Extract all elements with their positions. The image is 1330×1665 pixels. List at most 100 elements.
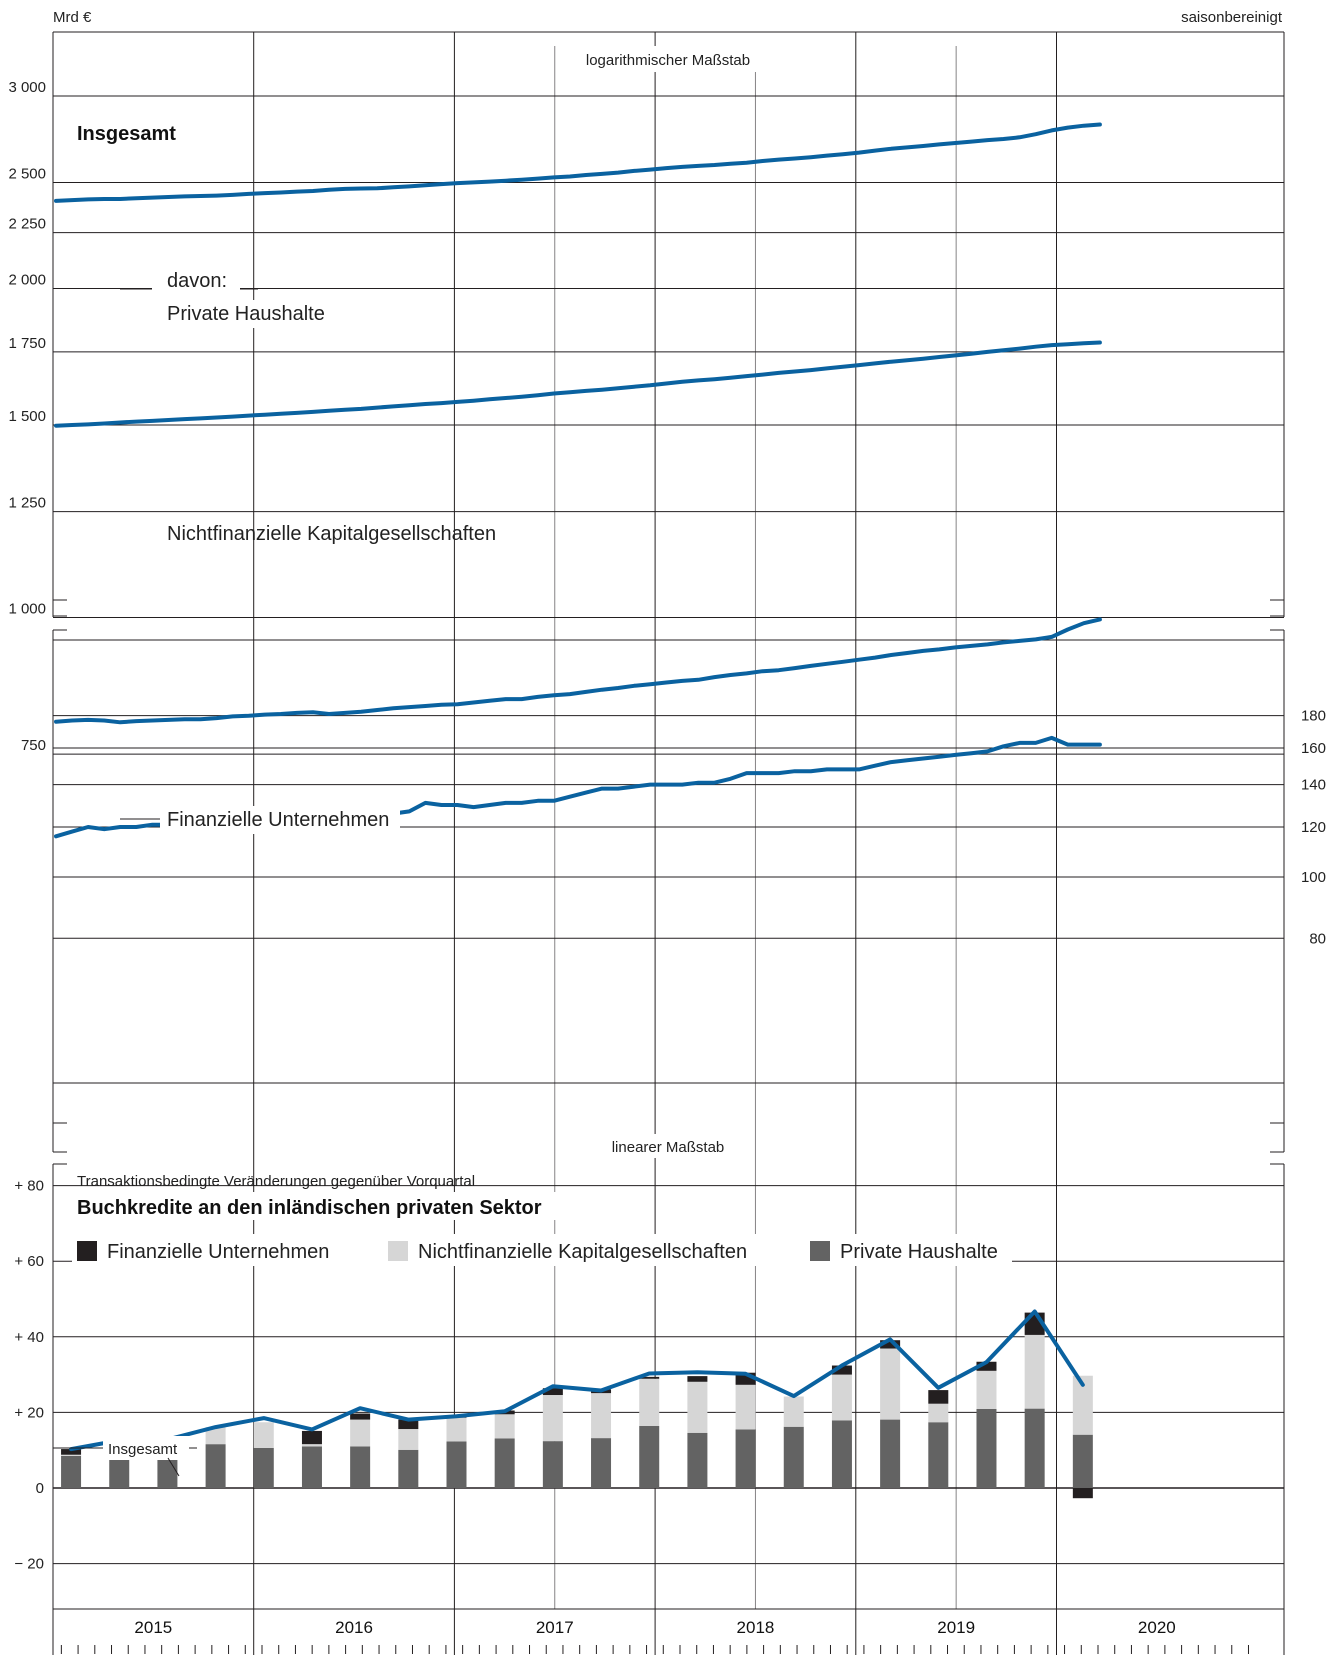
bar-nfc-10	[542, 1395, 563, 1442]
bar-hh-4	[253, 1447, 274, 1488]
ytick-log-1000: 1 000	[8, 601, 46, 618]
line-private-haushalte	[54, 340, 1102, 428]
legend-backing	[72, 1234, 1012, 1266]
bar-hh-12	[639, 1426, 660, 1488]
legend-swatch-hh	[810, 1241, 830, 1261]
bar-nfc-14	[735, 1384, 756, 1430]
bar-fin-7	[398, 1419, 419, 1430]
bar-title: Buchkredite an den inländischen privaten…	[77, 1197, 542, 1219]
bar-nfc-9	[494, 1414, 515, 1439]
legend-label-fin: Finanzielle Unternehmen	[107, 1241, 329, 1263]
bar-nfc-20	[1024, 1334, 1045, 1409]
bar-nfc-13	[687, 1381, 708, 1433]
ytick-fin-140: 140	[1301, 777, 1326, 794]
axis-break-1	[44, 617, 1293, 630]
bar-layer	[61, 1312, 1093, 1499]
ytick-bar-5: + 80	[14, 1178, 44, 1195]
bar-nfc-18	[928, 1403, 949, 1423]
bar-nfc-17	[880, 1348, 901, 1420]
ytick-log-3000: 3 000	[8, 79, 46, 96]
xlabel-year-2019: 2019	[937, 1618, 975, 1637]
series-label-private-haushalte: Private Haushalte	[167, 303, 325, 325]
bar-nfc-7	[398, 1429, 419, 1450]
log-note-backing	[563, 46, 775, 72]
bar-fin-6	[350, 1413, 371, 1420]
bar-nfc-6	[350, 1419, 371, 1447]
xlabel-year-2017: 2017	[536, 1618, 574, 1637]
bar-fin-19	[976, 1361, 997, 1371]
ytick-log-1750: 1 750	[8, 335, 46, 352]
line-insgesamt	[54, 122, 1102, 203]
axis-break-2	[44, 1152, 1293, 1164]
bar-nfc-15	[783, 1396, 804, 1427]
bar-nfc-21	[1072, 1375, 1093, 1435]
bar-hh-14	[735, 1429, 756, 1488]
xlabel-year-2015: 2015	[134, 1618, 172, 1637]
xlabel-year-2018: 2018	[737, 1618, 775, 1637]
axis-break-marks-1	[53, 615, 1284, 631]
bar-nfc-4	[253, 1422, 274, 1448]
bar-nfc-19	[976, 1370, 997, 1409]
davon-label: davon:	[167, 270, 227, 292]
bar-hh-21	[1072, 1434, 1093, 1488]
legend-swatch-nfc	[388, 1241, 408, 1261]
bar-hh-13	[687, 1432, 708, 1488]
legend-label-hh: Private Haushalte	[840, 1241, 998, 1263]
bar-fin-18	[928, 1390, 949, 1404]
bar-hh-19	[976, 1408, 997, 1488]
bar-hh-8	[446, 1441, 467, 1488]
fin-label-backing	[160, 806, 400, 834]
bar-fin-17	[880, 1340, 901, 1349]
ytick-bar-2: + 20	[14, 1404, 44, 1421]
linear-scale-note: linearer Maßstab	[612, 1139, 725, 1156]
bar-nfc-3	[205, 1427, 226, 1445]
axis-break-marks-2	[53, 1151, 1284, 1165]
bar-nfc-8	[446, 1417, 467, 1442]
line-insgesamt-quarterly	[69, 1309, 1085, 1452]
ytick-log-1250: 1 250	[8, 495, 46, 512]
bar-hh-6	[350, 1446, 371, 1488]
ytick-log-2500: 2 500	[8, 166, 46, 183]
bar-hh-20	[1024, 1408, 1045, 1488]
ytick-fin-100: 100	[1301, 869, 1326, 886]
bar-fin-5	[301, 1430, 322, 1445]
bar-hh-17	[880, 1419, 901, 1488]
ytick-fin-120: 120	[1301, 819, 1326, 836]
xlabel-year-2020: 2020	[1138, 1618, 1176, 1637]
bar-fin-21	[1072, 1488, 1093, 1499]
bar-subtitle: Transaktionsbedingte Veränderungen gegen…	[77, 1173, 475, 1190]
bar-hh-0	[61, 1455, 82, 1488]
ytick-fin-180: 180	[1301, 708, 1326, 725]
line-nfc	[54, 617, 1102, 725]
bar-fin-0	[61, 1449, 82, 1455]
bar-hh-11	[591, 1438, 612, 1488]
insgesamt-pointer	[167, 1457, 180, 1477]
series-label-nfc: Nichtfinanzielle Kapitalgesellschaften	[167, 523, 496, 545]
log-scale-note: logarithmischer Maßstab	[586, 52, 750, 69]
bar-fin-13	[687, 1376, 708, 1382]
bar-nfc-12	[639, 1378, 660, 1427]
ytick-bar-3: + 40	[14, 1329, 44, 1346]
ytick-fin-80: 80	[1309, 930, 1326, 947]
bar-nfc-11	[591, 1393, 612, 1439]
ytick-bar-0: − 20	[14, 1556, 44, 1573]
bar-fin-12	[639, 1376, 660, 1379]
linear-note-backing	[596, 1134, 744, 1158]
bar-fin-10	[542, 1388, 563, 1396]
bar-hh-1	[109, 1452, 130, 1488]
bar-title-backing	[72, 1192, 570, 1220]
unit-right-label: saisonbereinigt	[1181, 9, 1283, 26]
bar-hh-5	[301, 1446, 322, 1488]
bar-hh-3	[205, 1444, 226, 1488]
bar-hh-10	[542, 1441, 563, 1488]
bar-hh-7	[398, 1449, 419, 1488]
legend-label-nfc: Nichtfinanzielle Kapitalgesellschaften	[418, 1241, 747, 1263]
bar-nfc-5	[301, 1444, 322, 1447]
insgesamt-annot-backing	[103, 1436, 189, 1460]
davon-backing	[152, 266, 240, 298]
private-hh-label-backing	[160, 300, 335, 328]
series-label-finanzielle-unternehmen: Finanzielle Unternehmen	[167, 809, 389, 831]
ytick-log-750: 750	[21, 737, 46, 754]
bar-nfc-16	[831, 1374, 852, 1421]
